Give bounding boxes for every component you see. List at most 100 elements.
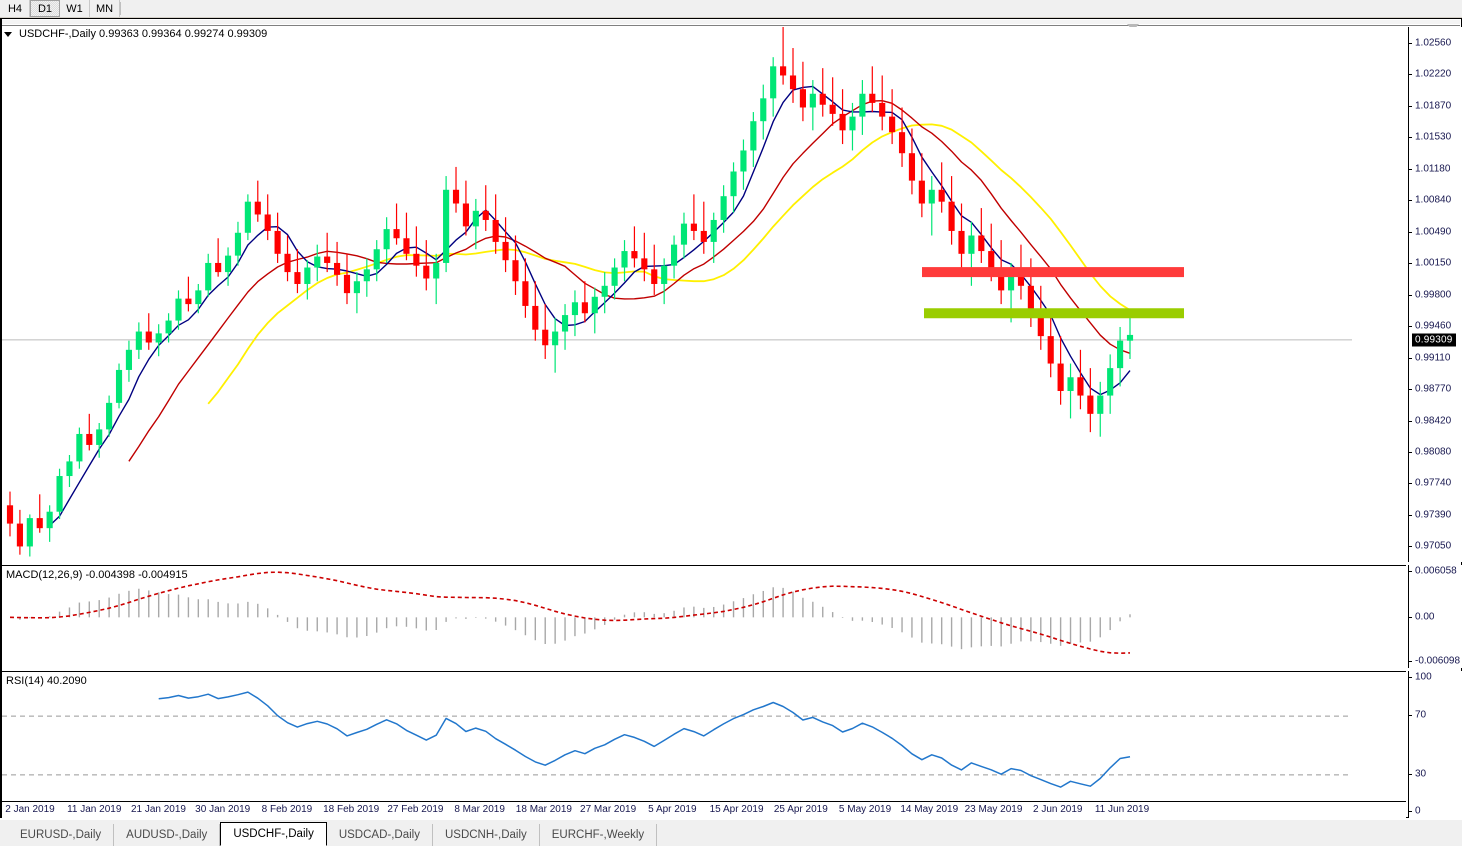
scrollbar-track[interactable] — [2, 20, 1460, 24]
price-chart-header: USDCHF-,Daily 0.99363 0.99364 0.99274 0.… — [4, 28, 267, 40]
axis-tick-mark — [1409, 616, 1412, 618]
price-axis-tick-label: 1.01180 — [1415, 163, 1451, 175]
price-chart-title: USDCHF-,Daily 0.99363 0.99364 0.99274 0.… — [19, 28, 268, 40]
symbol-tab-label: USDCHF-,Daily — [233, 828, 314, 840]
axis-tick-mark — [1409, 262, 1412, 264]
price-axis: 1.02560 1.02220 1.01870 1.01530 1.01180 1.008… — [1408, 27, 1462, 562]
rsi-svg — [2, 691, 1352, 788]
timeframe-button-w1[interactable]: W1 — [60, 0, 90, 17]
date-axis-tick-label: 23 May 2019 — [964, 804, 1023, 815]
timeframe-button-d1[interactable]: D1 — [30, 0, 60, 17]
price-axis-tick-label: 1.02220 — [1415, 68, 1452, 80]
axis-tick-mark — [1409, 421, 1412, 423]
timeframe-toolbar: H4 D1 W1 MN — [0, 0, 1462, 18]
date-axis-tick-label: 8 Feb 2019 — [261, 804, 313, 815]
symbol-tab-eurchf[interactable]: EURCHF-,Weekly — [540, 824, 658, 846]
price-axis-tick-label: 0.98080 — [1415, 446, 1452, 458]
date-axis-tick-label: 18 Mar 2019 — [515, 804, 572, 815]
price-axis-tick-label: 1.02560 — [1415, 37, 1452, 49]
axis-tick-mark — [1409, 773, 1412, 775]
rsi-axis-tick-label: 0 — [1415, 805, 1421, 817]
symbol-tab-label: EURUSD-,Daily — [20, 829, 102, 841]
symbol-tab-audusd[interactable]: AUDUSD-,Daily — [114, 824, 221, 846]
price-axis-tick-label: 1.01530 — [1415, 131, 1452, 143]
axis-tick-mark — [1409, 452, 1412, 454]
timeframe-label: D1 — [37, 2, 53, 15]
axis-tick-mark — [1409, 231, 1412, 233]
price-axis-tick-label: 0.98770 — [1415, 383, 1452, 395]
axis-tick-mark — [1409, 677, 1412, 678]
price-axis-tick-label: 0.99800 — [1415, 289, 1452, 301]
axis-tick-mark — [1409, 168, 1412, 170]
date-axis-tick-label: 5 May 2019 — [838, 804, 892, 815]
symbol-tab-usdchf[interactable]: USDCHF-,Daily — [220, 822, 327, 846]
axis-tick-mark — [1409, 715, 1412, 717]
date-axis-tick-label: 25 Apr 2019 — [773, 804, 828, 815]
axis-tick-mark — [1409, 483, 1412, 485]
horizontal-scrollbar[interactable] — [2, 19, 1460, 26]
current-price-tag: 0.99309 — [1412, 333, 1456, 347]
rsi-header: RSI(14) 40.2090 — [6, 675, 87, 687]
timeframe-button-h4[interactable]: H4 — [0, 0, 30, 17]
price-chart-pane[interactable] — [2, 27, 1406, 562]
rsi-axis-tick-label: 70 — [1415, 709, 1427, 721]
axis-tick-mark — [1409, 811, 1412, 812]
price-axis-tick-label: 0.99110 — [1415, 352, 1451, 364]
date-axis-tick-label: 21 Jan 2019 — [130, 804, 186, 815]
date-axis-tick-label: 18 Feb 2019 — [323, 804, 380, 815]
symbol-tab-eurusd[interactable]: EURUSD-,Daily — [8, 824, 115, 846]
axis-tick-mark — [1409, 571, 1412, 572]
date-axis-tick-label: 14 May 2019 — [900, 804, 959, 815]
macd-axis-tick-label: 0.00 — [1415, 611, 1435, 622]
macd-header: MACD(12,26,9) -0.004398 -0.004915 — [6, 569, 188, 581]
symbol-tab-label: EURCHF-,Weekly — [551, 829, 645, 841]
date-axis-tick-label: 11 Jun 2019 — [1094, 804, 1150, 815]
date-axis-tick-label: 11 Jan 2019 — [67, 804, 122, 815]
axis-tick-mark — [1409, 515, 1412, 517]
rsi-axis: 100 70 30 0 — [1408, 671, 1462, 818]
symbol-tab-bar: EURUSD-,Daily AUDUSD-,Daily USDCHF-,Daily U… — [0, 819, 1462, 846]
axis-tick-mark — [1409, 326, 1412, 328]
axis-tick-mark — [1409, 42, 1412, 44]
date-axis-tick-label: 30 Jan 2019 — [195, 804, 251, 815]
macd-axis-tick-label: -0.006098 — [1415, 655, 1461, 667]
chevron-down-icon[interactable] — [4, 31, 12, 37]
toolbar-separator — [120, 2, 121, 15]
axis-tick-mark — [1409, 105, 1412, 107]
rsi-axis-tick-label: 100 — [1415, 671, 1432, 683]
date-axis: 2 Jan 2019 11 Jan 2019 21 Jan 2019 30 Jan 2… — [2, 801, 1406, 818]
price-axis-tick-label: 0.97740 — [1415, 477, 1452, 489]
symbol-tab-label: USDCNH-,Daily — [444, 829, 527, 841]
rsi-pane[interactable]: RSI(14) 40.2090 — [2, 671, 1406, 818]
timeframe-label: W1 — [66, 2, 83, 15]
timeframe-label: H4 — [7, 2, 23, 15]
price-axis-tick-label: 0.99460 — [1415, 320, 1452, 332]
axis-tick-mark — [1409, 546, 1412, 548]
price-axis-tick-label: 1.00490 — [1415, 226, 1452, 238]
date-axis-tick-label: 2 Jan 2019 — [5, 804, 55, 815]
date-axis-tick-label: 8 Mar 2019 — [454, 804, 505, 815]
price-axis-tick-label: 0.97390 — [1415, 509, 1452, 521]
symbol-tab-usdcad[interactable]: USDCAD-,Daily — [327, 824, 433, 846]
symbol-tab-usdcnh[interactable]: USDCNH-,Daily — [433, 824, 540, 846]
axis-tick-mark — [1409, 136, 1412, 138]
date-axis-tick-label: 2 Jun 2019 — [1033, 804, 1083, 815]
date-axis-tick-label: 27 Feb 2019 — [387, 804, 444, 815]
axis-tick-mark — [1409, 73, 1412, 75]
macd-svg — [9, 571, 1131, 655]
axis-tick-mark — [1409, 294, 1412, 296]
rsi-axis-tick-label: 30 — [1415, 768, 1427, 780]
price-axis-tick-label: 1.01870 — [1415, 100, 1452, 112]
macd-axis: 0.006058 0.00 -0.006098 — [1408, 565, 1462, 668]
axis-tick-mark — [1409, 389, 1412, 391]
price-axis-tick-label: 0.98420 — [1415, 415, 1452, 427]
axis-tick-mark — [1409, 358, 1412, 360]
price-axis-tick-label: 1.00150 — [1415, 257, 1452, 269]
timeframe-button-mn[interactable]: MN — [90, 0, 120, 17]
date-axis-tick-label: 27 Mar 2019 — [580, 804, 637, 815]
symbol-tab-label: AUDUSD-,Daily — [126, 829, 208, 841]
price-axis-tick-label: 0.97050 — [1415, 540, 1452, 552]
date-axis-tick-label: 5 Apr 2019 — [648, 804, 697, 815]
macd-pane[interactable]: MACD(12,26,9) -0.004398 -0.004915 — [2, 565, 1406, 668]
